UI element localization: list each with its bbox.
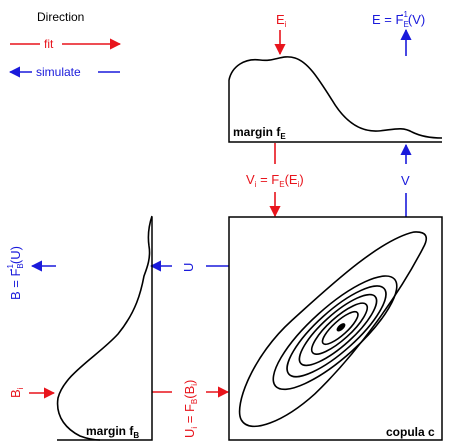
copula-frame <box>228 216 443 441</box>
legend-title: Direction <box>37 10 84 24</box>
input-b-label: Bi <box>8 387 25 398</box>
margin-fe-curve <box>228 56 443 139</box>
output-b-formula: B = FB-1(U) <box>6 246 25 300</box>
legend-simulate-label: simulate <box>36 65 81 79</box>
margin-fe-label: margin fE <box>233 125 286 141</box>
legend-fit-label: fit <box>44 37 54 51</box>
copula-panel: copula c <box>228 216 443 441</box>
copula-contour-6 <box>321 310 359 346</box>
copula-contour-4 <box>298 293 378 367</box>
sim-u-label: U <box>181 263 196 272</box>
copula-contour-7 <box>336 323 346 332</box>
fit-v-formula: Vi = FE(Ei) <box>246 172 304 189</box>
legend: Direction fit simulate <box>8 10 122 79</box>
margin-fb-label: margin fB <box>86 424 139 440</box>
legend-fit: fit <box>10 37 122 51</box>
v-connectors: Vi = FE(Ei) V <box>246 143 412 218</box>
sim-v-label: V <box>401 173 410 188</box>
output-e-formula: E = FE-1(V) <box>372 10 425 29</box>
margin-fb-axes <box>57 217 153 441</box>
copula-label: copula c <box>386 425 435 439</box>
margin-fe-panel: Ei E = FE-1(V) margin fE <box>228 10 443 143</box>
legend-simulate: simulate <box>8 65 120 79</box>
copula-contour-2 <box>272 275 398 391</box>
margin-fe-axes <box>228 80 442 143</box>
copula-contours <box>238 231 428 428</box>
copula-contour-5 <box>310 302 369 355</box>
fit-u-formula: Ui = FB(Bi) <box>182 380 199 438</box>
input-e-label: Ei <box>276 12 287 29</box>
margin-fb-curve <box>56 215 153 441</box>
margin-fb-panel: B = FB-1(U) U Bi Ui = FB(Bi) margin fB <box>6 215 230 441</box>
copula-contour-3 <box>286 285 387 378</box>
copula-contour-1 <box>238 231 428 428</box>
